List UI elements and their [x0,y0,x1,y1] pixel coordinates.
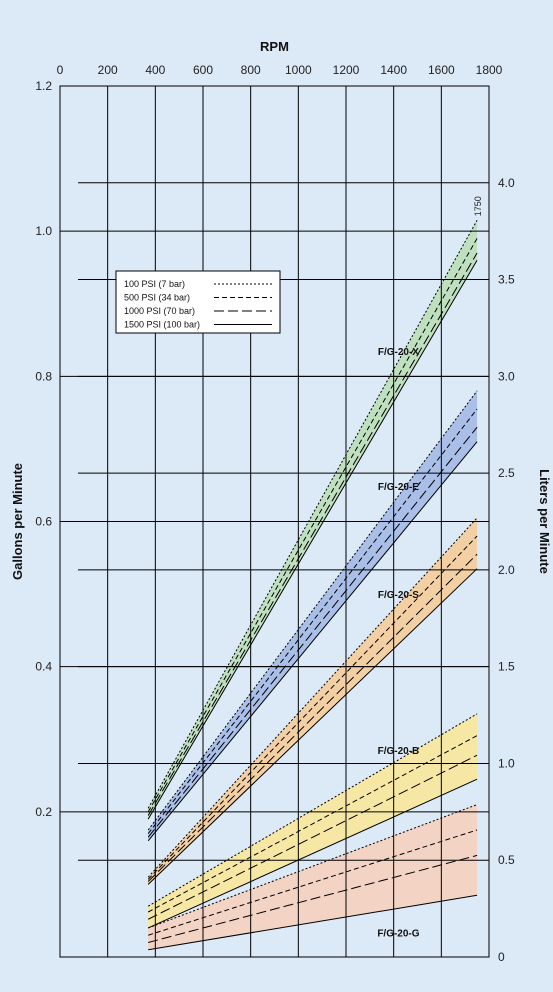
line-F/G-20-B-1 [147,735,478,913]
band-F/G-20-E [148,390,478,841]
x-tick-label-4: 800 [241,63,261,77]
tick-labels: 0 200 400 600 800 1000 1200 1400 1600 1800 0.2 0.4 0… [35,63,515,964]
y2-tick-label-0: 0 [498,950,505,964]
line-F/G-20-S-0 [147,517,478,878]
series-label-1: F/G-20-E [378,482,419,493]
legend-label-0: 100 PSI (7 bar) [124,279,185,289]
y2-tick-label-7: 3.5 [498,273,515,287]
line-F/G-20-G-2 [148,854,478,943]
x-tick-label-6: 1200 [333,63,360,77]
series-labels: F/G-20-X F/G-20-E F/G-20-S F/G-20-B F/G-20-G [377,347,419,939]
legend-box [115,270,281,334]
line-F/G-20-X-2 [147,252,478,816]
line-F/G-20-E-2 [147,426,478,838]
series-lines [147,220,478,951]
x-tick-label-5: 1000 [285,63,312,77]
x-axis-title: RPM [260,39,289,54]
legend-label-2: 1000 PSI (70 bar) [124,306,195,316]
x-tick-label-8: 1600 [428,63,455,77]
line-F/G-20-S-3 [147,568,478,885]
line-F/G-20-B-0 [147,713,478,907]
y2-tick-label-3: 1.5 [498,660,515,674]
y2-tick-label-8: 4.0 [498,176,515,190]
grid [60,86,489,957]
y-tick-label-5: 1.2 [35,79,52,93]
plot-frame [59,85,490,958]
line-F/G-20-X-1 [147,238,478,813]
y-tick-label-3: 0.8 [35,369,52,383]
y2-tick-label-1: 0.5 [498,853,515,867]
band-F/G-20-S [148,517,478,885]
series-label-3: F/G-20-B [378,746,420,757]
series-label-0: F/G-20-X [378,347,419,358]
legend-label-1: 500 PSI (34 bar) [124,293,190,303]
line-F/G-20-B-3 [147,778,478,929]
rpm-annotation: 1750 [473,196,483,216]
y2-tick-label-4: 2.0 [498,563,515,577]
series-label-4: F/G-20-G [377,928,419,939]
x-tick-label-2: 400 [145,63,165,77]
y-tick-label-2: 0.6 [35,515,52,529]
y-tick-label-4: 1.0 [35,224,52,238]
line-F/G-20-B-2 [147,754,478,920]
line-F/G-20-S-2 [147,553,478,882]
x-tick-label-3: 600 [193,63,213,77]
line-F/G-20-E-0 [147,390,478,831]
x-tick-label-0: 0 [57,63,64,77]
line-F/G-20-G-0 [148,804,478,929]
x-tick-label-1: 200 [98,63,118,77]
y2-tick-label-6: 3.0 [498,369,515,383]
line-F/G-20-G-3 [148,894,478,951]
line-F/G-20-E-1 [147,408,478,834]
y2-tick-label-5: 2.5 [498,466,515,480]
y2-tick-label-2: 1.0 [498,756,515,770]
y-tick-label-0: 0.2 [35,805,52,819]
x-tick-label-7: 1400 [380,63,407,77]
series-label-2: F/G-20-S [378,590,419,601]
y2-axis-title: Liters per Minute [537,469,552,574]
line-F/G-20-G-1 [148,829,478,936]
y-tick-label-1: 0.4 [35,660,52,674]
line-F/G-20-X-0 [147,220,478,809]
legend: 100 PSI (7 bar) 500 PSI (34 bar) 1000 PSI … [115,270,281,334]
x-tick-label-9: 1800 [476,63,503,77]
y-axis-title: Gallons per Minute [10,463,25,580]
band-F/G-20-G [148,804,478,950]
legend-label-3: 1500 PSI (100 bar) [124,320,200,330]
line-F/G-20-E-3 [147,441,478,842]
line-F/G-20-X-3 [147,259,478,820]
band-F/G-20-B [148,713,478,928]
line-F/G-20-S-1 [147,535,478,880]
